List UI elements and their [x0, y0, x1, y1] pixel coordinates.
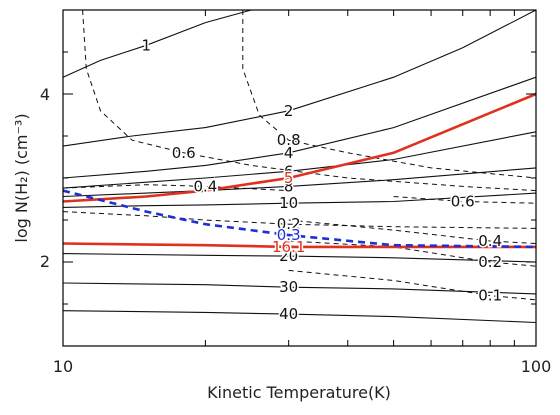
contour-line-0-2-dashed-black: [62, 211, 537, 229]
contour-line-0-4-dashed-black: [288, 219, 537, 244]
y-tick-label-4: 4: [40, 85, 50, 104]
contour-line-10-solid-black: [62, 192, 537, 208]
contour-line-5-thick-red: [62, 92, 537, 203]
contour-label-0-4: 0.4: [193, 177, 217, 195]
plot-frame: [62, 9, 537, 347]
contour-label-40: 40: [279, 305, 298, 323]
contour-label-0-1: 0.1: [478, 287, 502, 305]
contour-line-1-solid-black: [62, 9, 252, 78]
contour-line-0-2-dashed-black: [288, 240, 537, 267]
contour-label-2: 2: [284, 102, 294, 120]
contour-line-6-solid-black: [62, 131, 537, 189]
y-axis-label: log N(H₂) (cm⁻³): [12, 113, 31, 242]
contour-label-20: 20: [279, 247, 298, 265]
contour-line-30-solid-black: [62, 282, 537, 295]
grid-and-lines: [62, 9, 537, 324]
contour-label-1: 1: [142, 36, 152, 54]
contour-label-4: 4: [284, 144, 294, 162]
contour-label-0-6: 0.6: [172, 144, 196, 162]
contour-label-10: 10: [279, 194, 298, 212]
contour-label-30: 30: [279, 278, 298, 296]
x-tick-label-10: 10: [53, 357, 73, 376]
contour-line-20-solid-black: [62, 253, 537, 263]
contour-label-5: 5: [284, 169, 294, 187]
contour-label-6: 6: [284, 162, 294, 180]
axis-ticks: [62, 9, 537, 346]
contour-line-2-solid-black: [62, 9, 537, 147]
contour-label-8: 8: [284, 177, 294, 195]
contour-line-16-1-thick-red: [62, 242, 536, 249]
contour-line-0-1-dashed-black: [288, 269, 537, 301]
contour-label-0-8: 0.8: [277, 131, 301, 149]
contour-line-0-4-dashed-black: [62, 184, 289, 192]
contour-label-0-2: 0.2: [478, 253, 502, 271]
y-tick-label-2: 2: [40, 252, 50, 271]
contour-line-4-solid-black: [62, 76, 537, 179]
contour-line-0-8-dashed-black: [242, 10, 537, 179]
x-tick-label-100: 100: [521, 357, 552, 376]
contour-label-0-6: 0.6: [451, 193, 475, 211]
contour-label-0-3: 0.3: [277, 226, 301, 244]
contour-line-0-6-dashed-black: [82, 9, 537, 192]
contour-line-0-6-dashed-black: [393, 196, 537, 204]
contour-label-16-1: 16.1: [272, 238, 305, 256]
contour-line-40-solid-black: [62, 310, 537, 324]
contour-label-0-4: 0.4: [478, 232, 502, 250]
x-axis-label: Kinetic Temperature(K): [207, 383, 391, 402]
contour-label-0-2: 0.2: [277, 215, 301, 233]
